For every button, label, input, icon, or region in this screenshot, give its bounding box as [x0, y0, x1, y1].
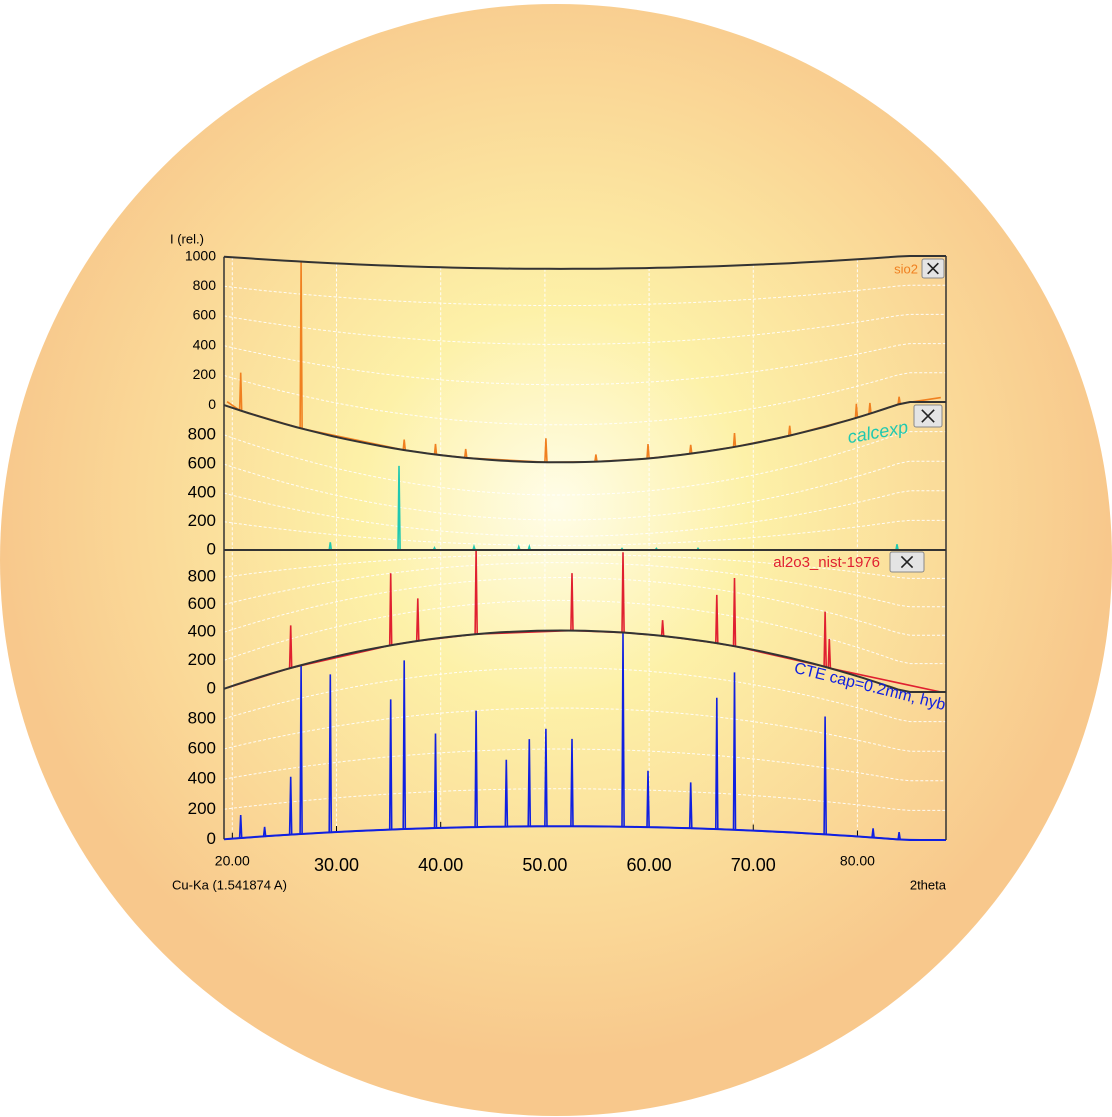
x-tick-label: 60.00 — [627, 855, 672, 875]
grid-line — [223, 553, 946, 579]
spectrum-line — [227, 632, 941, 841]
x-tick-label: 50.00 — [522, 855, 567, 875]
panel-border — [223, 629, 946, 693]
close-icon[interactable] — [921, 409, 935, 423]
y-tick-label: 400 — [193, 336, 217, 352]
y-tick-label: 200 — [193, 366, 217, 382]
y-tick-label: 400 — [188, 483, 216, 502]
panel-border — [223, 825, 946, 841]
y-tick-label: 1000 — [185, 247, 216, 263]
x-tick-label: 70.00 — [731, 855, 776, 875]
y-tick-label: 0 — [208, 396, 216, 412]
y-tick-label: 200 — [188, 511, 216, 530]
x-tick-label: 20.00 — [215, 853, 250, 869]
grid-line — [223, 372, 946, 426]
x-axis-label: 2theta — [910, 877, 947, 892]
lens-background — [0, 4, 1112, 1116]
x-tick-label: 30.00 — [314, 855, 359, 875]
y-tick-label: 600 — [188, 594, 216, 613]
grid-line — [223, 284, 946, 307]
y-tick-label: 600 — [188, 454, 216, 473]
y-tick-label: 400 — [188, 622, 216, 641]
grid-line — [223, 460, 946, 521]
y-tick-label: 800 — [188, 424, 216, 443]
grid-line — [223, 343, 946, 386]
grid-line — [223, 519, 946, 546]
x-tick-label: 80.00 — [840, 853, 875, 869]
legend-label: al2o3_nist-1976 — [773, 554, 880, 571]
grid-line — [223, 667, 946, 723]
grid-line — [223, 748, 946, 782]
y-tick-label: 200 — [188, 650, 216, 669]
y-axis-label: I (rel.) — [170, 231, 204, 246]
y-tick-label: 200 — [188, 799, 216, 818]
spectrum-line — [226, 549, 941, 693]
y-tick-label: 800 — [193, 277, 217, 293]
y-tick-label: 0 — [207, 539, 216, 558]
grid-line — [223, 562, 946, 608]
y-tick-label: 800 — [188, 567, 216, 586]
y-tick-label: 600 — [193, 307, 217, 323]
annotation: Cu-Ka (1.541874 A) — [172, 877, 287, 892]
grid-line — [223, 490, 946, 537]
legend-label: sio2 — [894, 261, 918, 276]
y-tick-label: 600 — [188, 738, 216, 757]
y-tick-label: 0 — [207, 678, 216, 697]
grid-line — [223, 313, 946, 345]
y-tick-label: 800 — [188, 708, 216, 727]
grid-line — [223, 431, 946, 496]
plot-border — [223, 255, 946, 270]
y-tick-label: 400 — [188, 769, 216, 788]
y-tick-label: 0 — [207, 829, 216, 848]
close-icon[interactable] — [900, 555, 914, 569]
close-icon[interactable] — [927, 262, 939, 275]
panel-border — [223, 401, 946, 464]
x-tick-label: 40.00 — [418, 855, 463, 875]
